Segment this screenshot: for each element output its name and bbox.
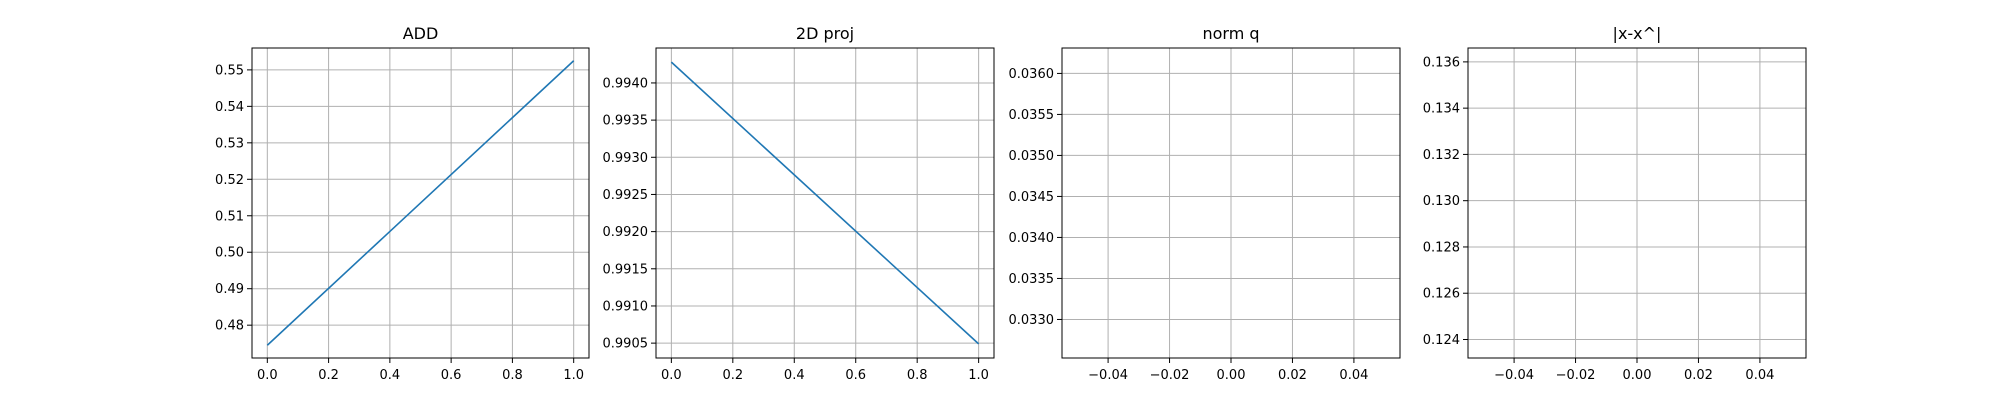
x-tick-label: 0.0 bbox=[257, 368, 278, 383]
x-tick-label: 0.8 bbox=[502, 368, 523, 383]
y-tick-label: 0.124 bbox=[1423, 333, 1460, 348]
y-tick-label: 0.0330 bbox=[1009, 313, 1055, 328]
x-tick-label: 0.4 bbox=[784, 368, 805, 383]
y-tick-label: 0.48 bbox=[215, 319, 244, 334]
y-tick-label: 0.55 bbox=[215, 63, 244, 78]
y-tick-label: 0.9925 bbox=[603, 188, 649, 203]
subplot-title: norm q bbox=[1202, 24, 1259, 43]
axes-frame bbox=[251, 47, 590, 359]
y-tick-label: 0.136 bbox=[1423, 55, 1460, 70]
y-tick-label: 0.53 bbox=[215, 136, 244, 151]
y-tick-label: 0.0335 bbox=[1009, 272, 1055, 287]
x-tick-label: 0.04 bbox=[1745, 368, 1774, 383]
series-line bbox=[266, 60, 575, 346]
y-tick-label: 0.50 bbox=[215, 246, 244, 261]
y-tick-label: 0.9920 bbox=[603, 225, 649, 240]
y-tick-label: 0.9915 bbox=[603, 262, 649, 277]
axes-frame bbox=[655, 47, 995, 359]
y-tick-label: 0.9905 bbox=[603, 337, 649, 352]
x-tick-label: 0.02 bbox=[1684, 368, 1713, 383]
subplots: ADD 0.0 0.2 0.4 0.6 0.8 1.0 0.48 0.49 0.50 0.51 0.5… bbox=[215, 24, 1807, 383]
y-tick-label: 0.0360 bbox=[1009, 67, 1055, 82]
x-tick-label: 0.4 bbox=[380, 368, 401, 383]
subplot-title: |x-x^| bbox=[1613, 24, 1662, 43]
y-tick-label: 0.0355 bbox=[1009, 108, 1055, 123]
x-tick-label: 0.2 bbox=[318, 368, 339, 383]
y-tick-label: 0.134 bbox=[1423, 102, 1460, 117]
x-tick-label: −0.04 bbox=[1494, 368, 1534, 383]
subplot-2: 2D proj 0.0 0.2 0.4 0.6 0.8 1.0 0.9905 0.9910 0.9… bbox=[603, 24, 995, 383]
y-tick-label: 0.128 bbox=[1423, 240, 1460, 255]
y-tick-label: 0.0340 bbox=[1009, 231, 1055, 246]
x-tick-label: 0.6 bbox=[441, 368, 462, 383]
y-tick-label: 0.9940 bbox=[603, 76, 649, 91]
y-tick-label: 0.9930 bbox=[603, 151, 649, 166]
x-tick-label: 0.2 bbox=[722, 368, 743, 383]
subplot-4: |x-x^| −0.04 −0.02 0.00 0.02 0.04 0.124 0.126 0.… bbox=[1423, 24, 1807, 383]
y-tick-label: 0.9910 bbox=[603, 299, 649, 314]
x-tick-label: 0.0 bbox=[661, 368, 682, 383]
series-line bbox=[670, 61, 980, 345]
x-tick-label: 0.02 bbox=[1278, 368, 1307, 383]
subplot-1: ADD 0.0 0.2 0.4 0.6 0.8 1.0 0.48 0.49 0.50 0.51 0.5… bbox=[215, 24, 590, 383]
x-tick-label: 0.6 bbox=[845, 368, 866, 383]
y-tick-label: 0.49 bbox=[215, 282, 244, 297]
x-tick-label: −0.02 bbox=[1150, 368, 1190, 383]
subplot-title: 2D proj bbox=[796, 24, 854, 43]
x-tick-label: 0.04 bbox=[1339, 368, 1368, 383]
y-tick-label: 0.54 bbox=[215, 100, 244, 115]
y-tick-label: 0.51 bbox=[215, 209, 244, 224]
x-tick-label: 1.0 bbox=[563, 368, 584, 383]
subplot-3: norm q −0.04 −0.02 0.00 0.02 0.04 0.0330 0.0335… bbox=[1009, 24, 1401, 383]
x-tick-label: 0.8 bbox=[907, 368, 928, 383]
y-tick-label: 0.9935 bbox=[603, 114, 649, 129]
y-tick-label: 0.126 bbox=[1423, 287, 1460, 302]
y-tick-label: 0.52 bbox=[215, 173, 244, 188]
subplot-title: ADD bbox=[403, 24, 439, 43]
y-tick-label: 0.132 bbox=[1423, 148, 1460, 163]
x-tick-label: −0.04 bbox=[1088, 368, 1128, 383]
y-tick-label: 0.0345 bbox=[1009, 190, 1055, 205]
x-tick-label: 1.0 bbox=[968, 368, 989, 383]
x-tick-label: −0.02 bbox=[1556, 368, 1596, 383]
y-tick-label: 0.130 bbox=[1423, 194, 1460, 209]
x-tick-label: 0.00 bbox=[1623, 368, 1652, 383]
y-tick-label: 0.0350 bbox=[1009, 149, 1055, 164]
x-tick-label: 0.00 bbox=[1217, 368, 1246, 383]
